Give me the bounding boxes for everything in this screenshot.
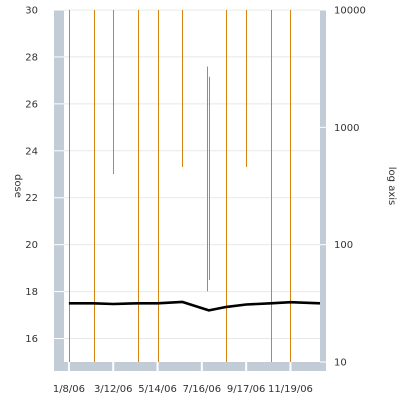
right-tick-label: 100 bbox=[334, 240, 353, 251]
left-tick-label: 20 bbox=[25, 240, 38, 251]
right-axis-band bbox=[320, 10, 326, 362]
x-tick-label: 9/17/06 bbox=[227, 384, 266, 395]
x-tick-label: 11/19/06 bbox=[268, 384, 313, 395]
right-tick-label: 10 bbox=[334, 358, 347, 369]
bottom-axis-band bbox=[54, 362, 326, 371]
x-tick-label: 5/14/06 bbox=[138, 384, 177, 395]
left-tick-label: 26 bbox=[25, 99, 38, 110]
dose-line bbox=[68, 300, 321, 312]
left-tick-label: 28 bbox=[25, 52, 38, 63]
left-tick-label: 22 bbox=[25, 193, 38, 204]
left-tick-label: 16 bbox=[25, 334, 38, 345]
left-tick-label: 24 bbox=[25, 146, 38, 157]
left-tick-label: 18 bbox=[25, 287, 38, 298]
x-tick-label: 3/12/06 bbox=[94, 384, 133, 395]
ticks-layer: 16 18 20 22 24 26 28 30 10 100 1000 10000 1/8/06 3/12… bbox=[25, 6, 366, 396]
right-tick-label: 10000 bbox=[334, 6, 366, 17]
y-axis-title-right: log axis bbox=[386, 167, 397, 205]
axis-bands bbox=[54, 10, 326, 371]
left-tick-label: 30 bbox=[25, 6, 38, 17]
bars-layer bbox=[69, 10, 291, 362]
x-tick-label: 1/8/06 bbox=[53, 384, 85, 395]
line-layer bbox=[68, 300, 321, 312]
x-tick-label: 7/16/06 bbox=[183, 384, 222, 395]
grid-layer bbox=[64, 9, 320, 340]
right-tick-label: 1000 bbox=[334, 123, 359, 134]
left-axis-band bbox=[54, 10, 64, 362]
y-axis-title-left: dose bbox=[12, 174, 23, 198]
